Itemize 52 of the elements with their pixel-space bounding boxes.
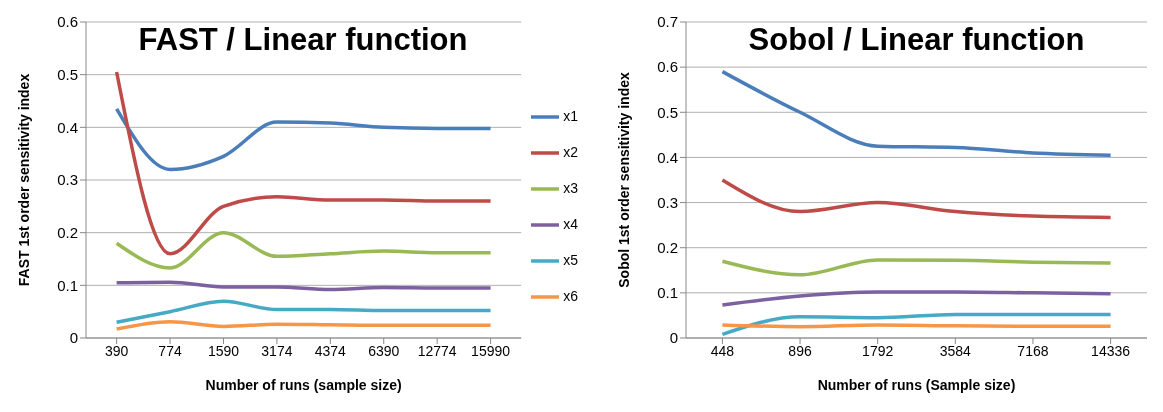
- x-tick-label: 774: [158, 342, 182, 359]
- legend-label: x5: [563, 252, 578, 268]
- x-tick-label: 12774: [417, 342, 457, 359]
- line-series: [114, 70, 493, 256]
- x-tick-label: 1590: [207, 342, 240, 359]
- y-tick-label: 0.1: [57, 276, 78, 294]
- line-series: [114, 230, 493, 270]
- y-tick-label: 0.7: [657, 13, 678, 31]
- x-tick-label: 14336: [1091, 342, 1131, 359]
- legend-label: x1: [563, 108, 578, 124]
- y-tick-label: 0: [69, 329, 78, 347]
- x-tick-label: 6390: [368, 342, 400, 359]
- x-tick-label: 7168: [1017, 342, 1049, 359]
- line-series: [114, 107, 493, 172]
- line-series: [720, 312, 1113, 337]
- line-series: [720, 178, 1113, 220]
- y-tick-label: 0.3: [657, 193, 678, 211]
- y-axis-title: FAST 1st order sensitivity index: [15, 73, 32, 287]
- x-axis-title: Number of runs (Sample size): [817, 377, 1016, 393]
- line-series: [114, 299, 493, 324]
- legend-label: x3: [563, 180, 578, 196]
- legend-label: x6: [563, 288, 578, 304]
- x-tick-label: 896: [788, 342, 812, 359]
- y-tick-label: 0.6: [57, 13, 78, 31]
- x-tick-label: 1792: [862, 342, 894, 359]
- y-tick-label: 0.3: [57, 171, 78, 189]
- line-series: [720, 69, 1113, 157]
- line-series: [114, 280, 493, 292]
- y-tick-label: 0.4: [57, 118, 78, 136]
- x-tick-label: 15990: [471, 342, 511, 359]
- legend-label: x4: [563, 216, 578, 232]
- x-tick-label: 448: [710, 342, 735, 359]
- y-tick-label: 0.5: [657, 103, 678, 121]
- x-tick-label: 3584: [939, 342, 972, 359]
- chart-title: FAST / Linear function: [137, 22, 469, 58]
- y-tick-label: 0.5: [57, 65, 78, 83]
- x-tick-label: 4374: [314, 342, 347, 359]
- line-series: [720, 290, 1113, 307]
- line-series: [720, 258, 1113, 277]
- line-series: [114, 319, 493, 331]
- y-tick-label: 0.6: [657, 58, 678, 76]
- x-tick-label: 3174: [261, 342, 293, 359]
- x-tick-label: 390: [104, 342, 129, 359]
- y-tick-label: 0.4: [657, 148, 678, 166]
- y-tick-label: 0: [669, 329, 678, 347]
- y-tick-label: 0.2: [57, 223, 78, 241]
- y-tick-label: 0.1: [657, 284, 678, 302]
- chart-title: Sobol / Linear function: [747, 22, 1086, 58]
- x-axis-title: Number of runs (sample size): [205, 377, 402, 393]
- y-tick-label: 0.2: [657, 239, 678, 257]
- y-axis-title: Sobol 1st order sensitivity index: [615, 72, 632, 288]
- legend-label: x2: [563, 144, 578, 160]
